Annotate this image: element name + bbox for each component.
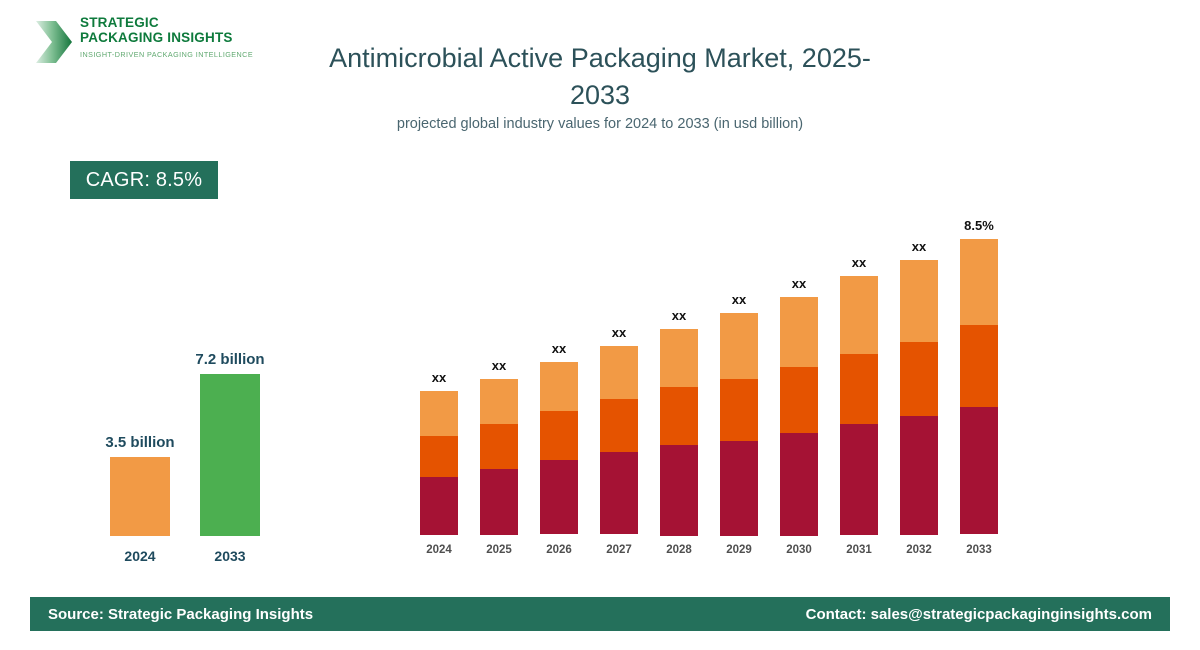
- stacked-bar-segment-bottom: [480, 469, 518, 535]
- comparison-year-label: 2024: [124, 548, 156, 564]
- stacked-bar-segment-bottom: [660, 445, 698, 536]
- stacked-bar-year-label: 2026: [546, 544, 572, 556]
- stacked-bar-segment-top: [600, 346, 638, 399]
- stacked-bar-value-label: 8.5%: [964, 218, 994, 233]
- stacked-bar-segment-bottom: [420, 477, 458, 535]
- stacked-bar-segment-top: [780, 297, 818, 367]
- stacked-bar-value-label: xx: [731, 292, 747, 307]
- stacked-bar-year-label: 2031: [846, 544, 872, 556]
- stacked-bar-column: 8.5% 2033: [949, 200, 1009, 560]
- stacked-bar-segment-top: [840, 276, 878, 354]
- stacked-bar: [540, 362, 578, 535]
- stacked-bar-segment-top: [420, 391, 458, 436]
- stacked-bar: [720, 313, 758, 536]
- cagr-badge: CAGR: 8.5%: [70, 161, 218, 199]
- stacked-bar-value-label: xx: [911, 239, 927, 254]
- stacked-bar-segment-bottom: [960, 407, 998, 534]
- stacked-bar-column: xx 2028: [649, 200, 709, 560]
- stacked-bar-column: xx 2026: [529, 200, 589, 560]
- brand-line-2: PACKAGING INSIGHTS: [80, 29, 233, 45]
- stacked-bar-year-label: 2025: [486, 544, 512, 556]
- stacked-bar-year-label: 2030: [786, 544, 812, 556]
- stacked-bar: [900, 260, 938, 535]
- comparison-value-label: 3.5 billion: [105, 434, 175, 451]
- stacked-bar-year-label: 2028: [666, 544, 692, 556]
- stacked-bar-chart: xx 2024 xx 2025 xx 2026 xx 2027 xx 2028 xx 2029 xx 20…: [400, 200, 1020, 560]
- stacked-bar-column: xx 2031: [829, 200, 889, 560]
- stacked-bar-segment-middle: [780, 367, 818, 433]
- stacked-bar-segment-top: [660, 329, 698, 387]
- stacked-bar-value-label: xx: [491, 358, 507, 373]
- brand-logo: STRATEGIC PACKAGING INSIGHTS INSIGHT-DRI…: [34, 15, 264, 78]
- stacked-bar-segment-middle: [840, 354, 878, 424]
- stacked-bar-segment-middle: [660, 387, 698, 445]
- stacked-bar-segment-bottom: [900, 416, 938, 535]
- comparison-year-label: 2033: [214, 548, 246, 564]
- stacked-bar-year-label: 2029: [726, 544, 752, 556]
- stacked-bar: [780, 297, 818, 536]
- stacked-bar-segment-middle: [900, 342, 938, 416]
- stacked-bar: [840, 276, 878, 535]
- stacked-bar-year-label: 2027: [606, 544, 632, 556]
- stacked-bar-segment-bottom: [720, 441, 758, 536]
- stacked-bar-value-label: xx: [611, 325, 627, 340]
- comparison-value-label: 7.2 billion: [195, 351, 265, 368]
- stacked-bar-segment-bottom: [780, 433, 818, 536]
- stacked-bar-value-label: xx: [851, 255, 867, 270]
- stacked-bar: [480, 379, 518, 535]
- stacked-bar-column: xx 2032: [889, 200, 949, 560]
- chevron-logo-icon: [34, 18, 74, 66]
- stacked-bar-column: xx 2027: [589, 200, 649, 560]
- stacked-bar-value-label: xx: [551, 341, 567, 356]
- stacked-bar-segment-top: [720, 313, 758, 379]
- stacked-bar-segment-bottom: [540, 460, 578, 534]
- page-title: Antimicrobial Active Packaging Market, 2…: [329, 43, 871, 110]
- stacked-bar-column: xx 2029: [709, 200, 769, 560]
- stacked-bar-column: xx 2024: [409, 200, 469, 560]
- brand-wordmark: STRATEGIC PACKAGING INSIGHTS INSIGHT-DRI…: [80, 15, 260, 59]
- comparison-bar: [110, 457, 170, 536]
- stacked-bar-segment-top: [480, 379, 518, 424]
- comparison-bar: [200, 374, 260, 536]
- comparison-chart: 3.5 billion 2024 7.2 billion 2033: [55, 320, 275, 570]
- stacked-bar-segment-top: [540, 362, 578, 411]
- stacked-bar: [960, 239, 998, 535]
- stacked-bar-value-label: xx: [671, 308, 687, 323]
- stacked-bar-segment-middle: [540, 411, 578, 460]
- stacked-bar-value-label: xx: [791, 276, 807, 291]
- stacked-bar-segment-middle: [600, 399, 638, 452]
- stacked-bar-segment-middle: [480, 424, 518, 469]
- brand-line-1: STRATEGIC: [80, 15, 159, 30]
- stacked-bar-year-label: 2033: [966, 544, 992, 556]
- stacked-bar-segment-middle: [420, 436, 458, 477]
- footer-contact: Contact: sales@strategicpackaginginsight…: [805, 605, 1152, 623]
- stacked-bar-segment-bottom: [600, 452, 638, 534]
- footer-bar: Source: Strategic Packaging Insights Con…: [30, 597, 1170, 631]
- stacked-bar: [420, 391, 458, 535]
- footer-source: Source: Strategic Packaging Insights: [48, 605, 314, 623]
- page-subtitle: projected global industry values for 202…: [396, 116, 804, 132]
- stacked-bar-year-label: 2032: [906, 544, 932, 556]
- brand-tagline: INSIGHT-DRIVEN PACKAGING INTELLIGENCE: [80, 50, 254, 59]
- stacked-bar-column: xx 2030: [769, 200, 829, 560]
- stacked-bar-column: xx 2025: [469, 200, 529, 560]
- stacked-bar: [600, 346, 638, 535]
- stacked-bar-year-label: 2024: [426, 544, 452, 556]
- stacked-bar-segment-bottom: [840, 424, 878, 535]
- stacked-bar-segment-top: [960, 239, 998, 325]
- stacked-bar-segment-middle: [960, 325, 998, 407]
- stacked-bar-segment-middle: [720, 379, 758, 441]
- stacked-bar-segment-top: [900, 260, 938, 342]
- stacked-bar-value-label: xx: [431, 370, 447, 385]
- stacked-bar: [660, 329, 698, 536]
